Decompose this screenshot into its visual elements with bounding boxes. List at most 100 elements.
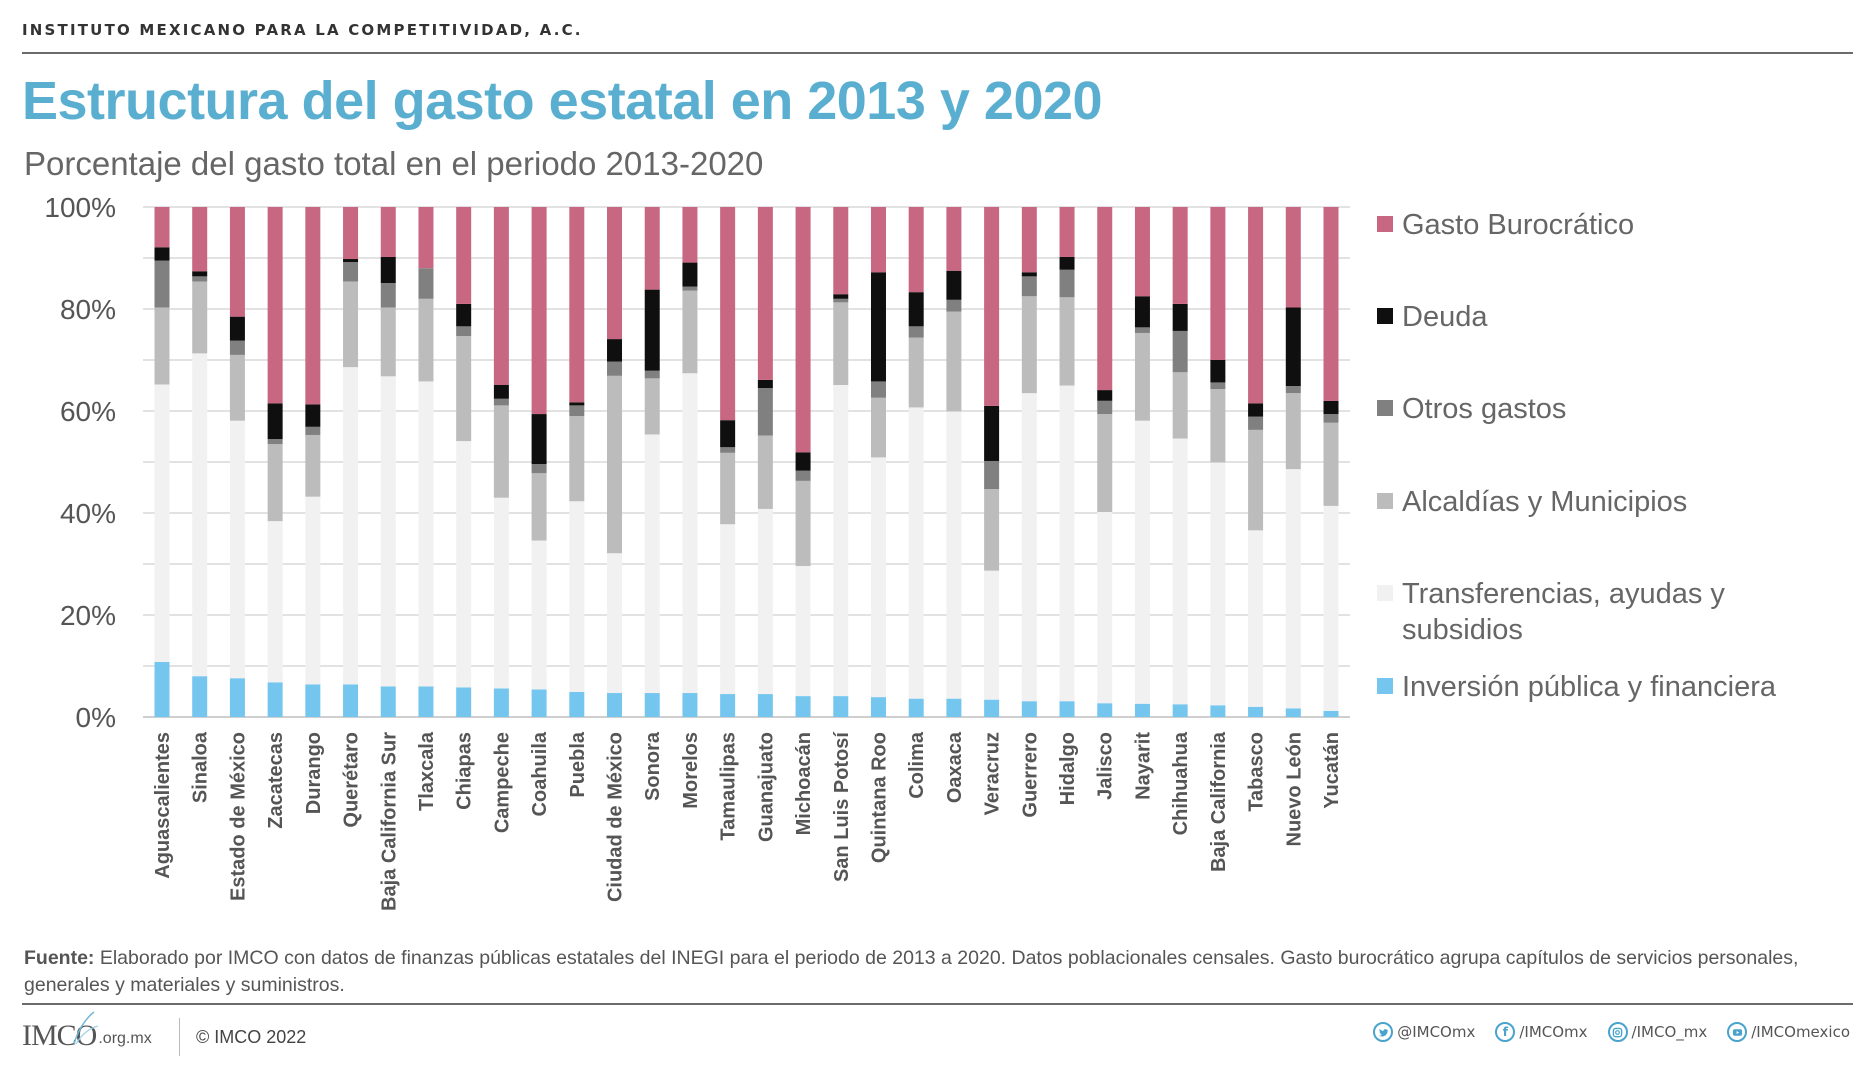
bar-segment [946, 299, 962, 312]
logo-domain: .org.mx [98, 1030, 152, 1047]
bar-segment [870, 272, 886, 382]
social-instagram[interactable]: /IMCO_mx [1607, 1022, 1707, 1042]
bar-segment [380, 686, 396, 717]
imco-logo[interactable]: IMCO .org.mx [22, 1011, 152, 1054]
bar-segment [946, 207, 962, 271]
bar-segment [1097, 511, 1113, 704]
bar-segment [757, 435, 773, 509]
bar-segment [456, 326, 472, 337]
bar-segment [267, 521, 283, 683]
bar-segment [569, 207, 585, 403]
y-tick-label: 20% [60, 600, 116, 631]
y-tick-label: 0% [76, 702, 116, 733]
social-twitter[interactable]: @IMCOmx [1373, 1022, 1475, 1042]
legend-label: Otros gastos [1402, 393, 1567, 425]
social-facebook[interactable]: f /IMCOmx [1495, 1022, 1588, 1042]
bar-segment [682, 207, 698, 263]
bar-segment [569, 402, 585, 406]
bar-segment [531, 689, 547, 717]
x-tick-label: Veracruz [982, 732, 1004, 815]
bar-stack [1059, 207, 1075, 717]
bar-segment [795, 452, 811, 471]
bar-segment [380, 282, 396, 308]
bar-stack [1323, 207, 1339, 717]
bar-segment [682, 373, 698, 694]
bar-segment [493, 497, 509, 689]
bar-stack [343, 207, 359, 717]
bar-segment [1248, 416, 1264, 430]
x-tick-label: Chihuahua [1170, 731, 1192, 835]
legend-label: Deuda [1402, 301, 1488, 333]
bar-segment [946, 270, 962, 300]
bar-segment [908, 407, 924, 699]
bar-segment [531, 464, 547, 474]
bar-segment [833, 298, 849, 303]
bar-segment [1210, 389, 1226, 463]
bar-segment [757, 508, 773, 695]
bar-segment [1172, 330, 1188, 373]
bar-stack [229, 207, 245, 717]
bar-segment [343, 684, 359, 717]
x-tick-label: Coahuila [529, 731, 551, 816]
bar-stack [1097, 207, 1113, 717]
bar-segment [644, 693, 660, 717]
bar-segment [1323, 422, 1339, 506]
y-tick-label: 100% [44, 192, 116, 223]
bar-segment [192, 207, 208, 272]
bar-segment [1021, 207, 1037, 273]
bar-segment [343, 367, 359, 685]
bar-segment [456, 303, 472, 327]
bar-segment [343, 262, 359, 282]
bar-segment [531, 473, 547, 541]
bar-segment [1021, 393, 1037, 702]
bar-stack [267, 207, 283, 717]
bar-segment [493, 384, 509, 399]
bar-segment [456, 336, 472, 442]
bar-stack [644, 207, 660, 717]
bar-segment [607, 553, 623, 694]
bar-segment [267, 682, 283, 717]
bar-segment [1134, 420, 1150, 704]
legend-label: Alcaldías y Municipios [1402, 486, 1688, 518]
bar-segment [682, 290, 698, 374]
bar-segment [305, 207, 321, 405]
bar-stack [418, 207, 434, 717]
x-tick-label: Baja California [1208, 731, 1230, 872]
bar-segment [418, 686, 434, 717]
bar-segment [946, 411, 962, 699]
bar-stack [870, 207, 886, 717]
footer-divider [22, 1003, 1853, 1005]
bar-segment [1323, 710, 1339, 717]
bar-segment [418, 268, 434, 299]
bar-segment [908, 207, 924, 293]
bar-segment [908, 292, 924, 327]
bar-segment [531, 207, 547, 415]
bar-stack [192, 207, 208, 717]
bar-segment [154, 247, 170, 261]
bar-segment [946, 311, 962, 412]
bar-segment [1059, 385, 1075, 702]
bar-segment [456, 441, 472, 688]
bar-segment [1323, 400, 1339, 415]
bar-segment [1172, 207, 1188, 304]
bar-segment [493, 688, 509, 717]
bar-segment [380, 256, 396, 283]
bar-segment [343, 281, 359, 368]
bar-segment [682, 262, 698, 287]
social-youtube[interactable]: /IMCOmexico [1727, 1022, 1850, 1042]
bar-segment [1285, 708, 1301, 717]
x-tick-label: Nuevo León [1283, 732, 1305, 846]
bar-segment [644, 434, 660, 694]
bar-segment [720, 694, 736, 717]
bar-segment [795, 480, 811, 567]
x-tick-label: Jalisco [1095, 732, 1117, 800]
x-tick-label: Sonora [642, 731, 664, 801]
y-axis: 0% 20% 40% 60% 80% 100% [44, 192, 116, 733]
x-tick-label: Guerrero [1019, 732, 1041, 818]
x-tick-label: Chiapas [454, 732, 476, 810]
bar-segment [493, 398, 509, 406]
bar-segment [984, 489, 1000, 571]
x-tick-label: San Luis Potosí [831, 731, 853, 882]
bar-segment [1210, 360, 1226, 383]
